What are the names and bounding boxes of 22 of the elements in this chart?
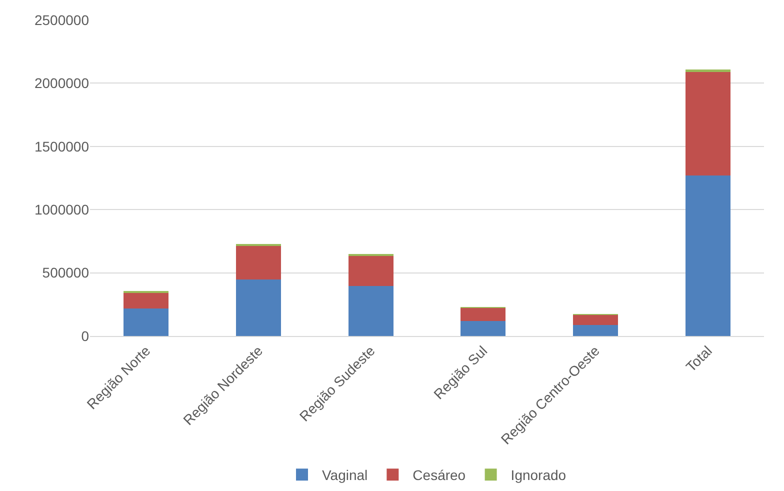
bar bbox=[685, 69, 730, 72]
bar bbox=[124, 292, 169, 308]
bar bbox=[573, 314, 618, 325]
bar bbox=[348, 255, 394, 286]
legend-label: Ignorado bbox=[510, 467, 566, 484]
bar bbox=[460, 308, 506, 322]
y-tick-label: 0 bbox=[81, 328, 90, 344]
legend-label: Cesáreo bbox=[412, 467, 466, 484]
y-tick-label: 1000000 bbox=[34, 202, 90, 218]
y-tick-label: 2500000 bbox=[34, 12, 90, 28]
bar bbox=[573, 324, 618, 336]
bar bbox=[236, 245, 281, 280]
y-tick-label: 2000000 bbox=[34, 75, 90, 92]
y-tick-label: 1500000 bbox=[34, 138, 90, 154]
bar bbox=[348, 286, 394, 336]
bar bbox=[236, 279, 281, 336]
legend-label: Vaginal bbox=[322, 467, 368, 484]
y-tick-label: 500000 bbox=[42, 264, 90, 281]
bar bbox=[685, 175, 730, 336]
bar bbox=[124, 308, 169, 336]
bar bbox=[685, 72, 730, 176]
bar bbox=[460, 321, 506, 336]
